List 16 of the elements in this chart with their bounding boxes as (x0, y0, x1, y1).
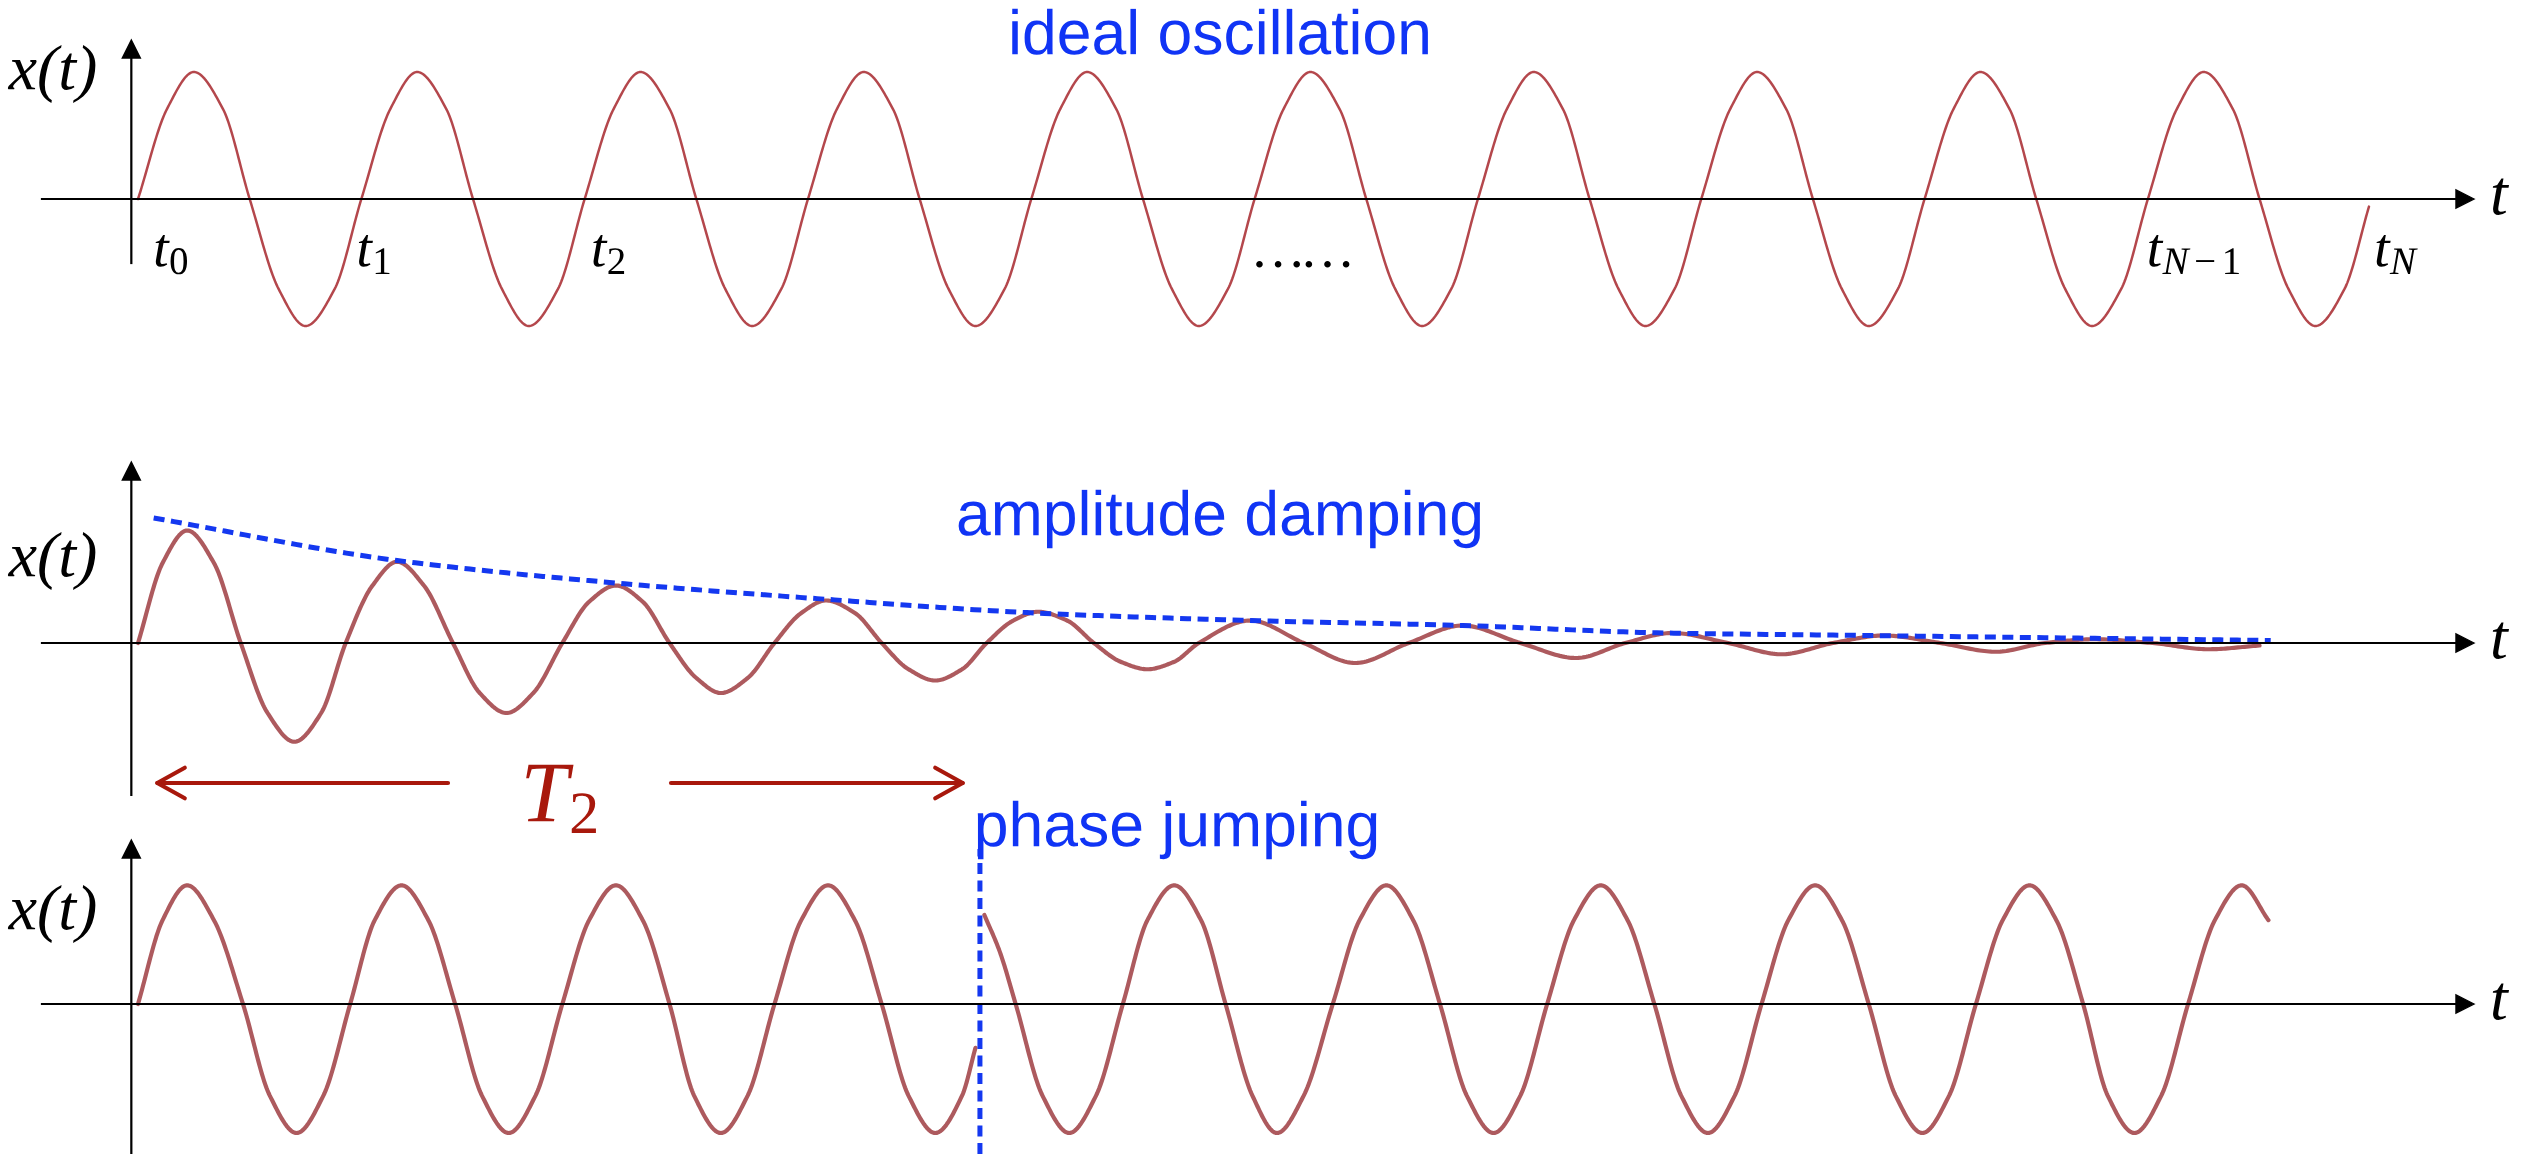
chart-title: amplitude damping (958, 489, 1481, 549)
chart-title: phase jumping (977, 800, 1377, 860)
x-axis-title: t (2492, 622, 2510, 659)
text: T$_{2}$ (526, 764, 596, 834)
x-tick-label: t$_{N−1}$ (2149, 235, 2239, 274)
x-axis-title: t (2492, 983, 2510, 1020)
x-tick-label: t$_{1}$ (358, 235, 390, 274)
y-axis-title: x(t) (7, 532, 96, 590)
x-axis-title: t (2492, 178, 2510, 215)
x-tick-label: t$_{0}$ (155, 235, 188, 275)
x-tick-label: t$_{2}$ (593, 235, 625, 274)
x-tick-label: …… (1256, 260, 1350, 268)
y-axis-title: x(t) (7, 45, 96, 103)
x-tick-label: t$_{N}$ (2376, 235, 2418, 274)
chart-title: ideal oscillation (1012, 8, 1428, 55)
y-axis-title: x(t) (7, 885, 96, 943)
